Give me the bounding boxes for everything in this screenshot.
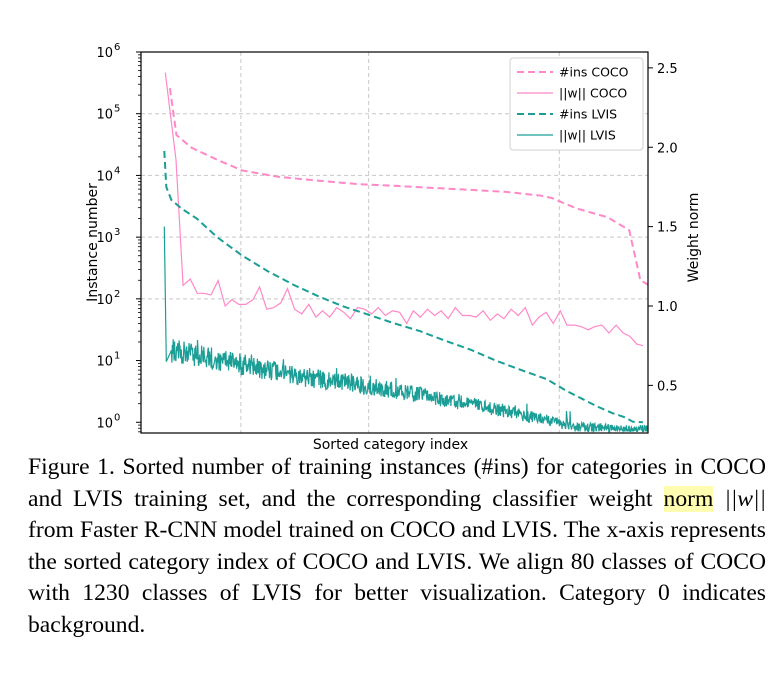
y2-tick-label: 2.5 bbox=[657, 62, 678, 77]
y-tick-label: 10 bbox=[96, 46, 113, 61]
y2-tick-label: 1.5 bbox=[657, 221, 678, 236]
y-tick-label: 10 bbox=[96, 231, 113, 246]
figure-chart: 10 0 10 1 10 2 10 3 10 4 10 5 10 6 0.5 1.0 1.5 2.0 2.5 Sort… bbox=[85, 42, 702, 453]
y-tick-label: 10 bbox=[96, 169, 113, 184]
x-axis-label: Sorted category index bbox=[313, 437, 468, 453]
y-tick-exponent: 6 bbox=[114, 42, 120, 53]
series-line-ins-coco bbox=[168, 87, 649, 286]
figure-caption: Figure 1. Sorted number of training inst… bbox=[28, 452, 766, 641]
legend: #ins COCO ||w|| COCO #ins LVIS ||w|| LVIS bbox=[509, 57, 644, 151]
legend-label: ||w|| LVIS bbox=[559, 128, 616, 143]
y-tick-label: 10 bbox=[96, 355, 113, 370]
y-tick-exponent: 4 bbox=[114, 165, 120, 176]
plot-frame bbox=[140, 51, 649, 434]
caption-text-1: Figure 1. Sorted number of training inst… bbox=[28, 454, 766, 512]
y2-tick-label: 0.5 bbox=[657, 379, 678, 394]
y-tick-label: 10 bbox=[96, 416, 113, 431]
series-line-w-coco bbox=[164, 72, 644, 347]
caption-highlight: norm bbox=[663, 485, 714, 512]
y-tick-label: 10 bbox=[96, 108, 113, 123]
y-tick-exponent: 0 bbox=[114, 412, 120, 423]
series-line-ins-lvis bbox=[163, 150, 643, 424]
y2-axis-label: Weight norm bbox=[686, 193, 702, 283]
y-tick-label: 10 bbox=[96, 293, 113, 308]
y2-tick-label: 2.0 bbox=[657, 141, 678, 156]
legend-label: ||w|| COCO bbox=[559, 86, 627, 101]
y-tick-exponent: 5 bbox=[114, 104, 120, 115]
caption-math: ||w|| bbox=[724, 485, 766, 512]
y-axis-label: Instance number bbox=[85, 183, 101, 302]
legend-label: #ins LVIS bbox=[559, 107, 617, 122]
y-tick-exponent: 1 bbox=[114, 351, 120, 362]
legend-box bbox=[509, 57, 644, 151]
legend-label: #ins COCO bbox=[559, 65, 629, 80]
y-tick-exponent: 2 bbox=[114, 289, 120, 300]
y2-tick-label: 1.0 bbox=[657, 300, 678, 315]
y-tick-exponent: 3 bbox=[114, 227, 120, 238]
series-line-w-lvis bbox=[163, 226, 649, 434]
caption-text-2: from Faster R-CNN model trained on COCO … bbox=[28, 517, 766, 638]
